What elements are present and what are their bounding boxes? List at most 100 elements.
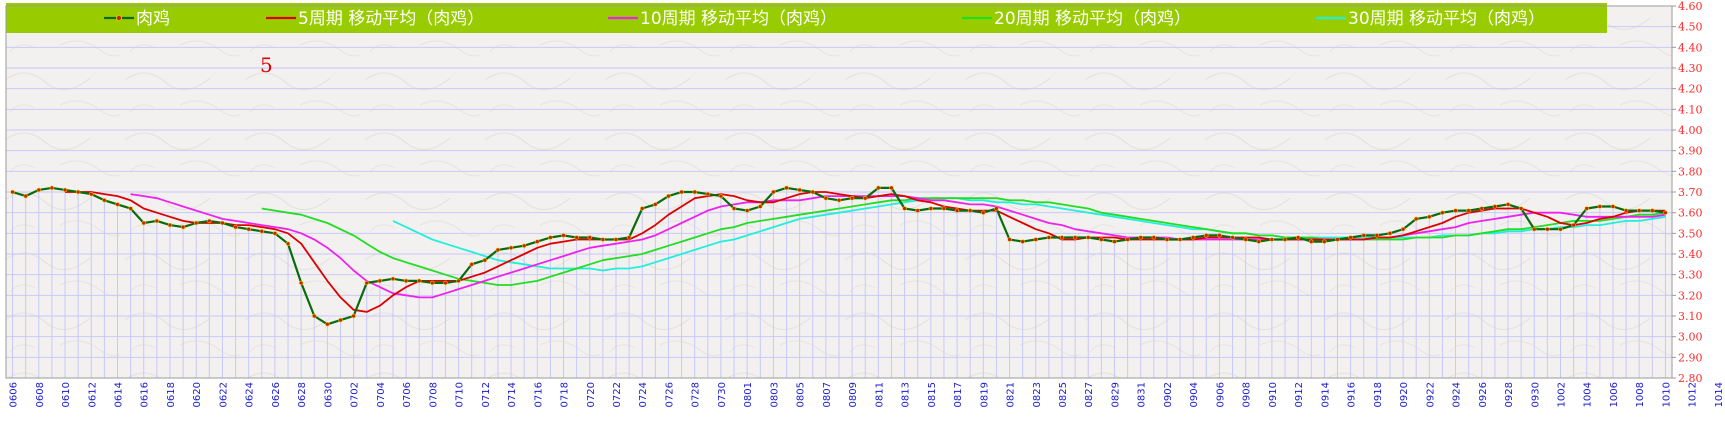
legend-label: 10周期 移动平均（肉鸡） <box>640 9 837 29</box>
main-marker <box>902 206 907 211</box>
x-tick-label: 0906 <box>1215 382 1226 407</box>
main-marker <box>876 185 881 191</box>
main-marker <box>1623 208 1629 213</box>
x-tick-label: 0726 <box>664 382 675 407</box>
x-tick-label: 0912 <box>1294 382 1305 407</box>
y-tick-label: 4.40 <box>1678 41 1703 54</box>
main-marker <box>1164 237 1170 242</box>
x-tick-label: 0606 <box>9 382 20 407</box>
main-marker <box>443 280 448 286</box>
main-marker <box>928 206 934 211</box>
main-marker <box>1637 208 1642 213</box>
x-tick-label: 0716 <box>533 382 544 407</box>
main-marker <box>351 313 356 319</box>
main-marker <box>89 191 94 197</box>
legend-item-ma30: 30周期 移动平均（肉鸡） <box>1316 9 1545 29</box>
main-marker <box>508 245 514 251</box>
x-tick-label: 0817 <box>953 382 964 407</box>
x-tick-label: 0916 <box>1347 382 1358 407</box>
x-tick-label: 1008 <box>1635 382 1646 407</box>
main-marker <box>364 280 369 286</box>
main-marker <box>640 206 645 211</box>
x-tick-label: 0706 <box>402 382 413 407</box>
main-marker <box>771 189 776 195</box>
y-tick-label: 4.20 <box>1678 83 1703 96</box>
legend-label: 30周期 移动平均（肉鸡） <box>1348 9 1545 29</box>
legend-item-ma5: 5周期 移动平均（肉鸡） <box>266 9 484 29</box>
x-tick-label: 1010 <box>1661 382 1672 407</box>
main-marker <box>1269 237 1275 242</box>
main-marker <box>430 280 435 286</box>
main-marker <box>285 241 291 246</box>
main-marker <box>1072 235 1078 240</box>
main-marker <box>325 322 330 327</box>
main-marker <box>626 235 632 240</box>
main-marker <box>613 237 619 242</box>
main-marker <box>836 198 842 203</box>
main-marker <box>1518 206 1524 211</box>
main-marker <box>1059 235 1065 240</box>
main-marker <box>692 189 697 195</box>
main-marker <box>1505 202 1511 207</box>
main-marker <box>1440 210 1445 215</box>
y-tick-label: 2.80 <box>1678 372 1703 385</box>
y-tick-label: 3.30 <box>1678 269 1703 282</box>
x-tick-label: 0807 <box>822 382 833 407</box>
main-marker <box>482 258 488 263</box>
main-marker <box>23 193 28 199</box>
main-marker <box>666 193 671 199</box>
x-tick-label: 1004 <box>1583 382 1594 407</box>
main-marker <box>1387 231 1393 236</box>
x-tick-label: 0831 <box>1137 382 1148 407</box>
y-tick-label: 3.00 <box>1678 331 1703 344</box>
x-tick-label: 0914 <box>1320 382 1331 407</box>
y-tick-label: 4.10 <box>1678 103 1703 116</box>
x-tick-label: 0803 <box>769 382 780 407</box>
y-tick-label: 3.90 <box>1678 145 1703 158</box>
main-marker <box>1322 239 1327 244</box>
main-marker <box>1295 235 1301 240</box>
main-marker <box>141 220 146 226</box>
x-tick-label: 0908 <box>1242 382 1253 407</box>
x-tick-label: 0902 <box>1163 382 1174 407</box>
main-marker <box>180 224 186 230</box>
series-line-ma10 <box>130 193 1666 299</box>
main-marker <box>823 196 829 201</box>
main-marker <box>1545 227 1550 232</box>
main-marker <box>1204 233 1209 238</box>
main-marker <box>1112 239 1117 244</box>
main-marker <box>194 220 199 226</box>
main-marker <box>62 187 68 193</box>
main-marker <box>718 193 724 199</box>
main-marker <box>994 206 999 211</box>
main-marker <box>744 208 750 213</box>
main-marker <box>1151 235 1157 240</box>
main-marker <box>1243 237 1248 242</box>
main-marker <box>1348 235 1353 240</box>
x-tick-label: 0819 <box>979 382 990 407</box>
x-tick-label: 0801 <box>743 382 754 407</box>
main-marker <box>758 204 763 209</box>
main-marker <box>1256 239 1261 244</box>
main-marker <box>521 243 527 248</box>
x-tick-label: 0829 <box>1110 382 1121 407</box>
main-marker <box>115 202 120 207</box>
main-marker <box>1492 204 1498 209</box>
x-tick-label: 0809 <box>848 382 859 407</box>
main-marker <box>1374 233 1380 238</box>
y-tick-label: 3.20 <box>1678 289 1703 302</box>
main-marker <box>784 185 789 191</box>
main-marker <box>981 210 986 215</box>
main-marker <box>954 208 960 213</box>
x-tick-label: 0704 <box>376 382 387 407</box>
x-tick-label: 0904 <box>1189 382 1200 407</box>
main-marker <box>1190 235 1196 240</box>
main-marker <box>154 218 160 224</box>
y-tick-label: 3.80 <box>1678 165 1703 178</box>
main-marker <box>128 206 133 211</box>
main-marker <box>548 235 553 240</box>
main-marker <box>1046 235 1052 240</box>
x-tick-label: 0714 <box>507 382 518 407</box>
x-tick-label: 1002 <box>1556 382 1567 407</box>
